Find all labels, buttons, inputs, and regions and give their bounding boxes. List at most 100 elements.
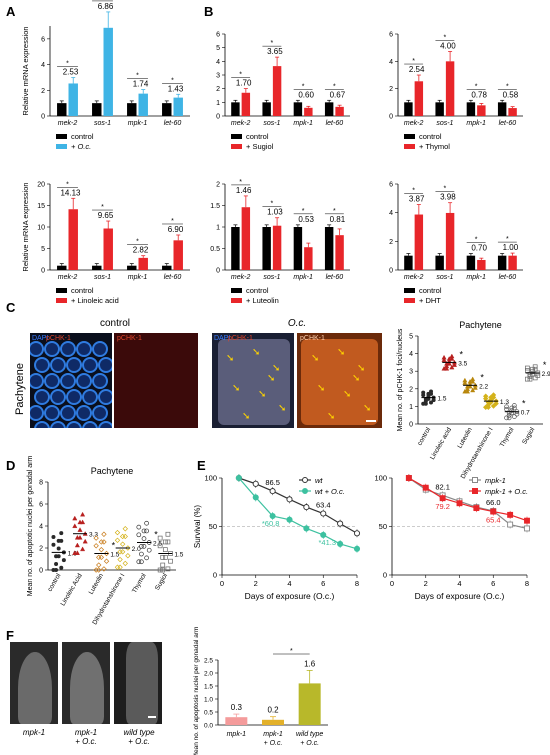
mean-label: 1.3 bbox=[500, 399, 509, 406]
data-point bbox=[77, 534, 83, 540]
x-tick-label: mpk-1 bbox=[293, 274, 313, 281]
plot-title: Pachytene bbox=[91, 466, 134, 476]
mean-label: 1.5 bbox=[110, 552, 119, 559]
y-tick-label: 0 bbox=[409, 422, 413, 429]
x-tick-label: Thymol bbox=[499, 426, 516, 448]
legend-swatch-treated bbox=[404, 144, 415, 149]
y-tick-label: 1.0 bbox=[204, 697, 213, 704]
legend-swatch-control bbox=[404, 288, 415, 293]
dot-plot-c: Pachytene 0 1 2 3 4 5 Mean no. of pCHK-1 foci/n… bbox=[397, 320, 550, 480]
data-point bbox=[165, 531, 171, 537]
bar-control bbox=[293, 227, 303, 270]
data-point bbox=[93, 543, 99, 549]
legend-label-control: control bbox=[419, 286, 442, 295]
data-point bbox=[431, 398, 436, 403]
x-tick-label: sos-1 bbox=[263, 120, 280, 127]
data-label: 6.86 bbox=[98, 2, 114, 11]
significance-star: * bbox=[333, 208, 336, 215]
series-line bbox=[238, 477, 358, 534]
survival-annotation: 63.4 bbox=[316, 501, 331, 510]
data-point bbox=[80, 519, 86, 525]
x-tick-label: mek-2 bbox=[404, 274, 424, 281]
y-tick-label: 2 bbox=[41, 88, 45, 95]
y-axis-label: Mean no. of apoptosis nuclei per gonadal… bbox=[193, 627, 200, 755]
y-tick-label: 0.0 bbox=[204, 723, 213, 730]
micrograph-control-dapi: DAPI pCHK-1 bbox=[30, 333, 112, 428]
micrograph-f-wt-oc bbox=[114, 642, 162, 724]
data-label: 0.78 bbox=[471, 90, 487, 99]
legend-label: wt bbox=[315, 476, 323, 485]
data-point bbox=[530, 371, 535, 377]
x-tick-label: let-60 bbox=[326, 274, 344, 281]
y-tick-label: 50 bbox=[379, 522, 387, 531]
legend-label-treated: + DHT bbox=[419, 296, 441, 305]
legend-swatch-treated bbox=[404, 298, 415, 303]
y-tick-label: 1.5 bbox=[204, 684, 213, 691]
data-label: 2.82 bbox=[133, 246, 149, 255]
data-point bbox=[527, 376, 533, 382]
y-tick-label: 5 bbox=[216, 45, 220, 52]
y-tick-label: 2 bbox=[216, 182, 220, 189]
bar-treated bbox=[68, 209, 78, 270]
data-point bbox=[160, 562, 166, 568]
data-label: 3.87 bbox=[409, 195, 425, 204]
y-tick-label: 2 bbox=[39, 546, 43, 553]
legend-swatch-treated bbox=[56, 144, 67, 149]
nucleus bbox=[34, 357, 50, 373]
x-axis-label: Days of exposure (O.c.) bbox=[415, 591, 505, 601]
nucleus bbox=[34, 389, 50, 405]
y-tick-label: 1.5 bbox=[210, 203, 220, 210]
data-point bbox=[509, 405, 515, 411]
y-tick-label: 0 bbox=[41, 268, 45, 275]
data-point bbox=[509, 408, 515, 413]
x-tick-label: wild type bbox=[296, 731, 323, 738]
x-tick-label: mek-2 bbox=[231, 120, 251, 127]
bar-treated bbox=[103, 27, 113, 116]
x-tick-label: let-60 bbox=[499, 120, 517, 127]
data-label: 4.00 bbox=[440, 41, 456, 50]
data-point bbox=[93, 535, 99, 541]
legend-label-control: control bbox=[246, 132, 269, 141]
bar-control bbox=[127, 265, 137, 270]
data-label: 1.46 bbox=[236, 186, 252, 195]
data-point bbox=[101, 566, 107, 572]
bar-chart-b4: 0246*3.87mek-2*3.98sos-1*0.70mpk-1*1.00l… bbox=[389, 182, 523, 305]
bar-treated bbox=[241, 92, 251, 116]
caption-f-mpk1: mpk-1 bbox=[22, 728, 46, 737]
x-tick-label: 8 bbox=[355, 579, 359, 588]
arrow-icon: ➘ bbox=[363, 403, 372, 414]
micrograph-row-label: Pachytene bbox=[14, 363, 26, 415]
survival-annotation: *41.3 bbox=[318, 538, 336, 547]
significance-star: * bbox=[136, 73, 139, 80]
data-point bbox=[490, 508, 497, 515]
x-tick-label: sos-1 bbox=[94, 120, 111, 127]
significance-star: * bbox=[522, 399, 526, 409]
panel-label-c: C bbox=[6, 300, 16, 315]
bar-control bbox=[404, 102, 413, 116]
bar-treated bbox=[508, 255, 517, 270]
survival-annotation: 82.1 bbox=[435, 482, 450, 491]
data-label: 0.3 bbox=[231, 703, 243, 712]
data-label: 2.54 bbox=[409, 65, 425, 74]
y-tick-label: 2 bbox=[389, 239, 393, 246]
data-point bbox=[98, 554, 105, 561]
nucleus bbox=[60, 405, 76, 421]
nucleus bbox=[82, 357, 98, 373]
bar-treated bbox=[477, 259, 486, 270]
nucleus bbox=[60, 341, 76, 357]
data-point bbox=[139, 551, 144, 557]
plot-title: Pachytene bbox=[459, 320, 502, 330]
data-label: 0.60 bbox=[298, 90, 314, 99]
data-label: 0.70 bbox=[471, 244, 487, 253]
survival-annotation: 79.2 bbox=[435, 502, 450, 511]
data-point bbox=[485, 404, 492, 410]
data-point bbox=[51, 542, 56, 547]
bar-treated bbox=[445, 61, 455, 116]
significance-star: * bbox=[475, 237, 478, 244]
data-point bbox=[56, 546, 61, 551]
data-label: 1.03 bbox=[267, 208, 283, 217]
channel-label-dapi: DAPI bbox=[32, 335, 49, 342]
bar-control bbox=[324, 102, 334, 116]
significance-star: * bbox=[459, 349, 463, 359]
